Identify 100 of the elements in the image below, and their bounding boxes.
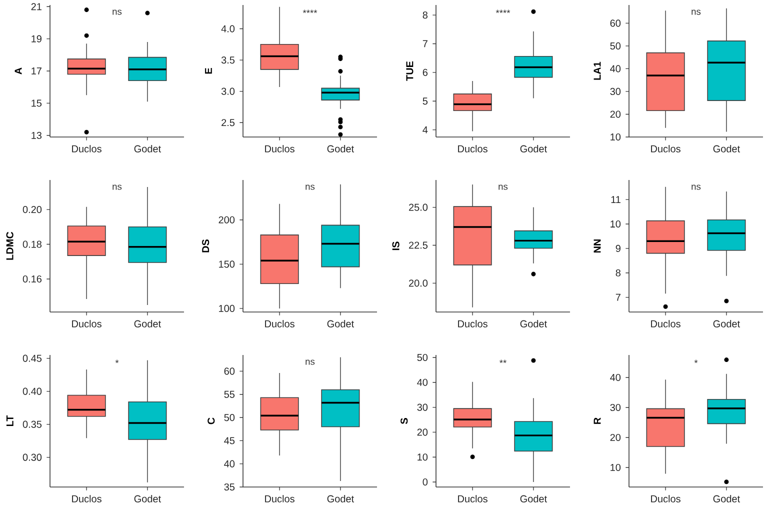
y-tick-label: 8 <box>422 12 428 19</box>
y-tick-label: 30 <box>610 88 621 96</box>
x-tick-label: Godet <box>134 145 161 152</box>
y-tick-label: 40 <box>224 460 235 468</box>
y-tick-label: 19 <box>32 35 42 42</box>
x-tick-label: Godet <box>713 495 740 502</box>
y-tick-label: 22.5 <box>409 242 428 249</box>
y-tick-label: 60 <box>610 20 621 27</box>
y-tick-label: 10 <box>610 133 621 141</box>
y-tick-label: 4 <box>422 126 428 134</box>
x-tick-label: Duclos <box>458 320 488 328</box>
x-tick-label: Godet <box>134 320 161 328</box>
annotation: * <box>115 360 119 363</box>
y-tick-label: 17 <box>32 68 42 74</box>
y-axis-title: DS <box>202 239 210 252</box>
annotation: ns <box>498 184 508 190</box>
y-tick-label: 2.5 <box>222 119 235 126</box>
y-tick-label: 0.45 <box>22 354 42 362</box>
y-tick-label: 35 <box>224 483 235 491</box>
annotation: ** <box>500 360 506 363</box>
y-tick-label: 21 <box>31 3 42 10</box>
y-axis-title: IS <box>392 242 400 250</box>
y-axis-title: A <box>14 68 22 74</box>
y-tick-label: 30 <box>417 404 428 411</box>
y-tick-label: 0.40 <box>22 388 42 395</box>
y-tick-label: 4.0 <box>221 25 235 32</box>
x-tick-label: Godet <box>713 320 740 328</box>
x-tick-label: Duclos <box>265 320 294 328</box>
annotation: ns <box>112 10 122 15</box>
annotation: **** <box>302 10 318 13</box>
y-axis-title: E <box>205 68 212 74</box>
x-tick-label: Duclos <box>72 145 102 152</box>
y-tick-label: 5 <box>422 98 428 105</box>
y-tick-label: 3.5 <box>221 56 235 64</box>
y-tick-label: 10 <box>418 454 428 461</box>
x-tick-label: Godet <box>520 320 547 328</box>
x-tick-label: Duclos <box>651 320 680 328</box>
x-tick-label: Godet <box>327 495 354 502</box>
x-tick-label: Duclos <box>72 495 102 502</box>
y-axis-title: S <box>400 418 408 424</box>
y-tick-label: 55 <box>224 390 235 398</box>
y-tick-label: 6 <box>422 68 428 76</box>
y-axis-title: R <box>594 418 601 424</box>
y-tick-label: 11 <box>611 196 620 203</box>
x-tick-label: Godet <box>520 495 547 502</box>
annotation: ns <box>692 10 701 15</box>
y-tick-label: 150 <box>219 260 235 268</box>
annotation: * <box>694 360 698 363</box>
y-axis-title: LT <box>6 415 14 426</box>
x-tick-label: Godet <box>134 495 161 502</box>
y-tick-label: 20 <box>610 110 621 118</box>
x-tick-label: Duclos <box>265 495 294 502</box>
y-tick-label: 60 <box>224 368 235 375</box>
y-tick-label: 40 <box>610 65 621 72</box>
x-tick-label: Godet <box>327 145 354 152</box>
x-tick-label: Godet <box>713 145 740 152</box>
y-tick-label: 45 <box>224 437 235 444</box>
annotation: ns <box>692 184 701 190</box>
annotation: ns <box>306 184 315 190</box>
y-tick-label: 8 <box>616 269 621 276</box>
annotation: **** <box>496 10 510 13</box>
y-tick-label: 50 <box>610 42 621 50</box>
y-tick-label: 0.30 <box>22 454 42 461</box>
annotation: ns <box>112 184 122 190</box>
y-tick-label: 40 <box>610 374 621 382</box>
x-tick-label: Duclos <box>651 145 680 152</box>
y-tick-label: 15 <box>32 100 42 107</box>
y-axis-title: LDMC <box>6 232 14 260</box>
y-tick-label: 9 <box>616 244 620 252</box>
y-tick-label: 3.0 <box>221 88 235 95</box>
y-tick-label: 13 <box>32 132 42 139</box>
x-tick-label: Godet <box>520 145 547 152</box>
y-tick-label: 0 <box>422 478 428 486</box>
y-tick-label: 0.16 <box>22 275 42 283</box>
x-tick-label: Duclos <box>458 495 488 502</box>
y-tick-label: 200 <box>218 216 235 224</box>
y-tick-label: 40 <box>417 378 428 386</box>
y-axis-title: C <box>208 418 215 424</box>
y-tick-label: 20 <box>417 428 428 436</box>
y-tick-label: 20 <box>610 434 621 442</box>
annotation: ns <box>306 360 315 365</box>
y-tick-label: 30 <box>610 404 621 412</box>
y-tick-label: 7 <box>616 294 620 301</box>
y-tick-label: 0.18 <box>22 240 42 248</box>
y-tick-label: 50 <box>224 414 235 422</box>
x-tick-label: Duclos <box>458 145 488 152</box>
x-tick-label: Duclos <box>651 495 680 502</box>
y-tick-label: 50 <box>417 354 428 362</box>
x-tick-label: Godet <box>327 320 354 328</box>
x-tick-label: Duclos <box>72 320 102 328</box>
x-tick-label: Duclos <box>265 145 294 152</box>
y-tick-label: 25.0 <box>409 204 428 211</box>
y-tick-label: 7 <box>422 40 428 48</box>
y-axis-title: TUE <box>406 61 414 81</box>
y-tick-label: 10 <box>610 464 621 472</box>
y-tick-label: 0.20 <box>22 206 42 214</box>
y-axis-title: NN <box>594 239 601 253</box>
y-tick-label: 20.0 <box>409 280 428 287</box>
y-tick-label: 0.35 <box>22 420 42 428</box>
y-axis-title: LA1 <box>594 62 601 80</box>
